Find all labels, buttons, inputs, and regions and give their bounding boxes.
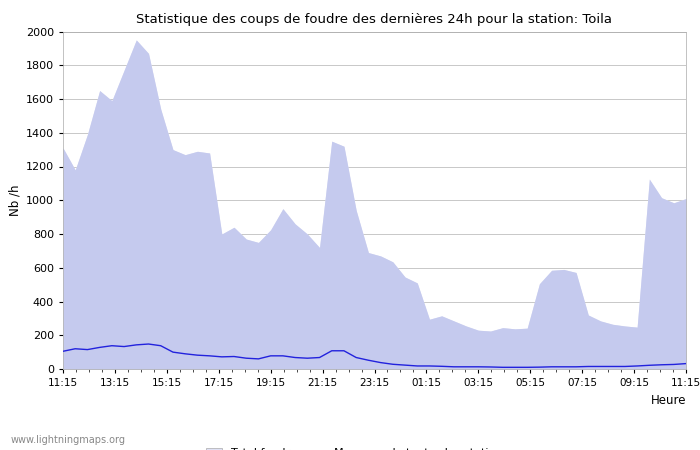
Text: www.lightningmaps.org: www.lightningmaps.org: [10, 435, 125, 445]
Text: Heure: Heure: [650, 394, 686, 407]
Y-axis label: Nb /h: Nb /h: [8, 184, 22, 216]
Title: Statistique des coups de foudre des dernières 24h pour la station: Toila: Statistique des coups de foudre des dern…: [136, 13, 612, 26]
